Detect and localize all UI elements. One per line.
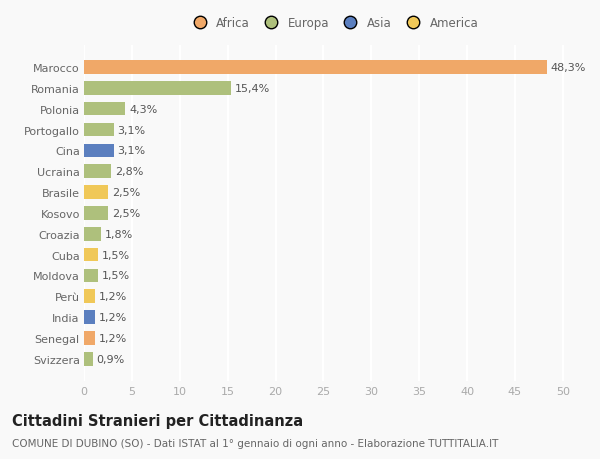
- Bar: [84, 123, 113, 137]
- Text: 2,5%: 2,5%: [112, 188, 140, 198]
- Bar: [84, 144, 113, 158]
- Text: 1,8%: 1,8%: [105, 229, 133, 239]
- Text: 3,1%: 3,1%: [118, 125, 146, 135]
- Bar: [84, 207, 108, 220]
- Bar: [84, 165, 111, 179]
- Text: 1,2%: 1,2%: [100, 313, 128, 322]
- Bar: [84, 269, 98, 283]
- Bar: [84, 228, 101, 241]
- Text: COMUNE DI DUBINO (SO) - Dati ISTAT al 1° gennaio di ogni anno - Elaborazione TUT: COMUNE DI DUBINO (SO) - Dati ISTAT al 1°…: [12, 438, 499, 448]
- Text: 1,2%: 1,2%: [100, 291, 128, 302]
- Text: 48,3%: 48,3%: [550, 63, 586, 73]
- Bar: [84, 82, 232, 95]
- Bar: [84, 352, 92, 366]
- Text: 1,2%: 1,2%: [100, 333, 128, 343]
- Text: 2,8%: 2,8%: [115, 167, 143, 177]
- Text: 2,5%: 2,5%: [112, 208, 140, 218]
- Text: 15,4%: 15,4%: [235, 84, 271, 94]
- Bar: [84, 331, 95, 345]
- Text: 1,5%: 1,5%: [102, 271, 130, 281]
- Bar: [84, 290, 95, 303]
- Bar: [84, 248, 98, 262]
- Text: 1,5%: 1,5%: [102, 250, 130, 260]
- Bar: [84, 103, 125, 116]
- Bar: [84, 311, 95, 324]
- Text: Cittadini Stranieri per Cittadinanza: Cittadini Stranieri per Cittadinanza: [12, 413, 303, 428]
- Text: 4,3%: 4,3%: [129, 105, 157, 114]
- Text: 3,1%: 3,1%: [118, 146, 146, 156]
- Bar: [84, 186, 108, 199]
- Text: 0,9%: 0,9%: [97, 354, 125, 364]
- Bar: [84, 61, 547, 75]
- Legend: Africa, Europa, Asia, America: Africa, Europa, Asia, America: [185, 15, 481, 33]
